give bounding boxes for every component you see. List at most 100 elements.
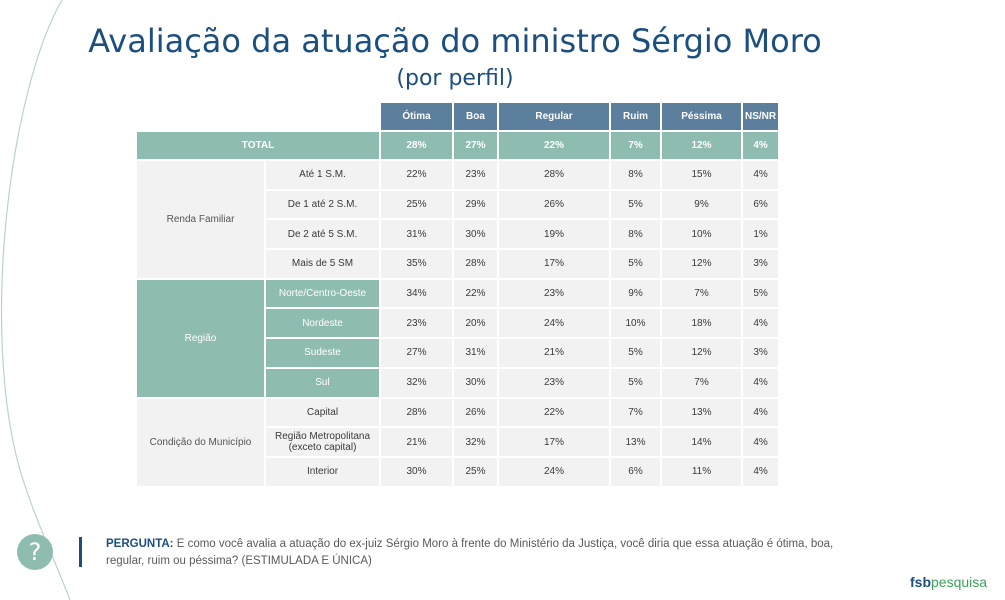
row-label: Região Metropolitana (exceto capital) <box>265 427 380 457</box>
table-cell: 15% <box>661 160 742 190</box>
table-cell: 3% <box>742 249 780 279</box>
table-cell: 22% <box>453 278 498 309</box>
table-row: Interior 30% 25% 24% 6% 11% 4% <box>136 456 780 487</box>
row-label: Sul <box>265 367 380 398</box>
table-cell: 32% <box>380 367 453 398</box>
table-cell: 26% <box>453 397 498 428</box>
table-cell: 4% <box>742 367 780 398</box>
table-cell: 21% <box>380 427 453 457</box>
table-cell: 4% <box>742 427 780 457</box>
table-cell: 8% <box>610 219 661 250</box>
row-label: Capital <box>265 397 380 428</box>
table-row: Nordeste 23% 20% 24% 10% 18% 4% <box>136 308 780 339</box>
logo-part-fsb: fsb <box>910 574 931 590</box>
table-cell: 1% <box>742 219 780 250</box>
table-cell: 4% <box>742 308 780 339</box>
table-cell: 10% <box>661 219 742 250</box>
table-cell: 21% <box>498 338 610 368</box>
table-cell: 30% <box>453 219 498 250</box>
total-value: 4% <box>742 131 780 160</box>
total-label: TOTAL <box>136 131 380 160</box>
table-cell: 23% <box>498 278 610 309</box>
table-cell: 5% <box>610 189 661 220</box>
table-cell: 10% <box>610 308 661 339</box>
group-label: Condição do Município <box>136 397 265 487</box>
total-value: 22% <box>498 131 610 160</box>
table-cell: 4% <box>742 397 780 428</box>
column-header: Péssima <box>661 102 742 131</box>
table-row: Renda Familiar Até 1 S.M. 22% 23% 28% 8% 15% 4% <box>136 160 780 279</box>
table-cell: 5% <box>610 367 661 398</box>
table-row: Sul 32% 30% 23% 5% 7% 4% <box>136 367 780 398</box>
table-row: De 1 até 2 S.M. 25% 29% 26% 5% 9% 6% <box>136 189 780 220</box>
row-label: Mais de 5 SM <box>265 249 380 279</box>
column-header: NS/NR <box>742 102 780 131</box>
table-cell: 14% <box>661 427 742 457</box>
logo-part-pesquisa: pesquisa <box>931 574 988 590</box>
table-cell: 28% <box>498 160 610 190</box>
table-cell: 20% <box>453 308 498 339</box>
column-header: Ruim <box>610 102 661 131</box>
table-cell: 9% <box>610 278 661 309</box>
table-cell: 28% <box>453 249 498 279</box>
table-cell: 7% <box>661 367 742 398</box>
table-row: Condição do Município Capital 28% 26% 22% 7% 1… <box>136 397 780 487</box>
table-cell: 34% <box>380 278 453 309</box>
column-header: Ótima <box>380 102 453 131</box>
table-cell: 35% <box>380 249 453 279</box>
table-cell: 6% <box>610 456 661 487</box>
table-cell: 28% <box>380 397 453 428</box>
page-subtitle: (por perfil) <box>396 66 514 91</box>
table-cell: 31% <box>380 219 453 250</box>
header-blank-cell <box>136 102 380 131</box>
table-cell: 32% <box>453 427 498 457</box>
table-cell: 18% <box>661 308 742 339</box>
table-cell: 23% <box>380 308 453 339</box>
row-label: Até 1 S.M. <box>265 160 380 190</box>
column-header: Boa <box>453 102 498 131</box>
table-cell: 5% <box>742 278 780 309</box>
row-label: Nordeste <box>265 308 380 339</box>
column-header: Regular <box>498 102 610 131</box>
question-accent-bar <box>79 537 82 567</box>
row-label: De 1 até 2 S.M. <box>265 189 380 220</box>
table-cell: 24% <box>498 456 610 487</box>
table-cell: 5% <box>610 249 661 279</box>
group-label: Renda Familiar <box>136 160 265 279</box>
table-row: Mais de 5 SM 35% 28% 17% 5% 12% 3% <box>136 249 780 279</box>
total-value: 7% <box>610 131 661 160</box>
table-cell: 27% <box>380 338 453 368</box>
table-row: Região Norte/Centro-Oeste 34% 22% 23% 9% 7% 5% <box>136 278 780 398</box>
table-header-row: Ótima Boa Regular Ruim Péssima NS/NR <box>136 102 780 131</box>
table-cell: 5% <box>610 338 661 368</box>
table-cell: 25% <box>453 456 498 487</box>
brand-logo: fsbpesquisa <box>910 574 987 590</box>
table-cell: 8% <box>610 160 661 190</box>
table-cell: 12% <box>661 249 742 279</box>
table-cell: 22% <box>380 160 453 190</box>
survey-question: PERGUNTA: E como você avalia a atuação d… <box>106 536 866 570</box>
total-value: 12% <box>661 131 742 160</box>
table-cell: 23% <box>453 160 498 190</box>
row-label: De 2 até 5 S.M. <box>265 219 380 250</box>
row-label: Sudeste <box>265 338 380 368</box>
table-cell: 11% <box>661 456 742 487</box>
table-row: Região Metropolitana (exceto capital) 21%… <box>136 427 780 457</box>
table-cell: 4% <box>742 456 780 487</box>
table-cell: 3% <box>742 338 780 368</box>
table-cell: 12% <box>661 338 742 368</box>
table-cell: 25% <box>380 189 453 220</box>
table-cell: 17% <box>498 249 610 279</box>
table-cell: 24% <box>498 308 610 339</box>
question-help-icon: ? <box>17 534 53 570</box>
table-cell: 9% <box>661 189 742 220</box>
total-value: 27% <box>453 131 498 160</box>
row-label: Norte/Centro-Oeste <box>265 278 380 309</box>
table-row: Sudeste 27% 31% 21% 5% 12% 3% <box>136 338 780 368</box>
table-cell: 26% <box>498 189 610 220</box>
table-cell: 13% <box>610 427 661 457</box>
group-label: Região <box>136 278 265 398</box>
table-cell: 23% <box>498 367 610 398</box>
results-table: Ótima Boa Regular Ruim Péssima NS/NR TOTAL 28% 2… <box>136 102 780 487</box>
table-cell: 7% <box>610 397 661 428</box>
